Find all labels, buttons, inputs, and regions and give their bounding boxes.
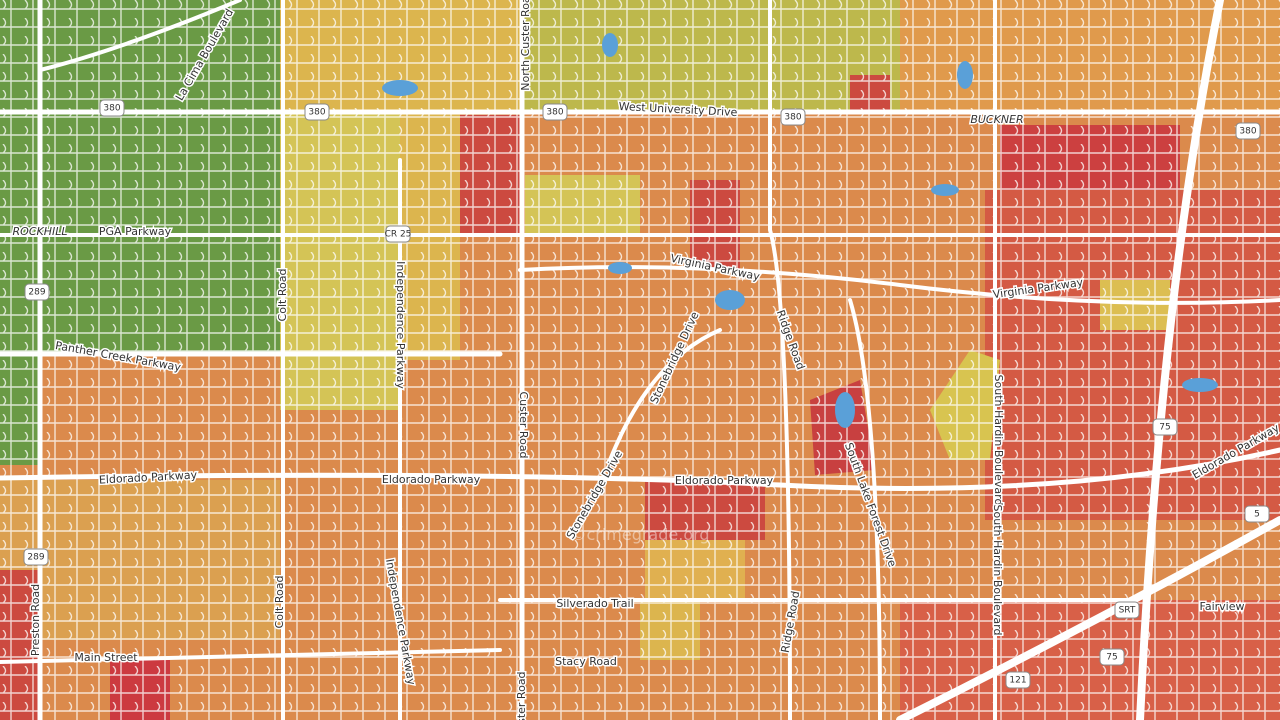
- shield-label: 380: [308, 108, 325, 118]
- road-label: Main Street: [74, 651, 138, 664]
- road-label: Eldorado Parkway: [382, 473, 481, 486]
- road-label: BUCKNER: [970, 113, 1023, 126]
- road-label: Custer Road: [517, 391, 530, 458]
- watermark: ©crimegrade.org: [570, 525, 709, 544]
- shield-label: 75: [1159, 423, 1170, 433]
- place-label: Fairview: [1200, 600, 1245, 613]
- road-label: Silverado Trail: [556, 597, 633, 610]
- shield-label: CR 25: [385, 230, 412, 240]
- shield-bg: [99, 99, 125, 117]
- water: [382, 33, 1218, 428]
- route-shield: SRT: [1114, 601, 1140, 619]
- road-label: Stacy Road: [555, 655, 617, 668]
- route-shield: 380: [542, 103, 568, 121]
- road-label: North Custer Road: [519, 0, 532, 91]
- shield-bg: [24, 283, 50, 301]
- shield-label: 5: [1254, 510, 1260, 520]
- route-shield: 380: [1235, 122, 1261, 140]
- shield-label: 380: [103, 104, 120, 114]
- shield-bg: [23, 548, 49, 566]
- shield-label: 380: [1239, 127, 1256, 137]
- road-label: PGA Parkway: [99, 225, 172, 238]
- road-label: ROCKHILL: [13, 225, 68, 238]
- shield-bg: [780, 108, 806, 126]
- route-shield: 289: [24, 283, 50, 301]
- shield-label: 289: [28, 288, 45, 298]
- route-shield: CR 25: [385, 225, 412, 243]
- route-shield: 380: [780, 108, 806, 126]
- shield-label: 380: [784, 113, 801, 123]
- shield-bg: [1114, 601, 1140, 619]
- shield-bg: [542, 103, 568, 121]
- road-label: South Hardin Boulevard: [991, 505, 1004, 636]
- route-shield: 75: [1099, 648, 1125, 666]
- road-label: Eldorado Parkway: [675, 474, 774, 487]
- road-label: Custer Road: [515, 671, 528, 720]
- road-label: Colt Road: [276, 269, 289, 322]
- road-label: Colt Road: [273, 576, 286, 629]
- shield-label: 121: [1009, 676, 1026, 686]
- road-label: Preston Road: [29, 584, 42, 656]
- shield-label: 75: [1106, 653, 1117, 663]
- road-label: Independence Parkway: [394, 261, 407, 389]
- shield-bg: [1005, 671, 1031, 689]
- road-label: South Hardin Boulevard: [992, 375, 1005, 506]
- shield-label: 380: [546, 108, 563, 118]
- shield-bg: [1235, 122, 1261, 140]
- route-shield: 75: [1152, 418, 1178, 436]
- shield-label: SRT: [1119, 606, 1136, 616]
- route-shield: 5: [1244, 505, 1270, 523]
- shield-bg: [1152, 418, 1178, 436]
- route-shield: 380: [304, 103, 330, 121]
- shield-bg: [1244, 505, 1270, 523]
- route-shield: 289: [23, 548, 49, 566]
- shield-bg: [385, 225, 411, 243]
- route-shield: 380: [99, 99, 125, 117]
- shield-label: 289: [27, 553, 44, 563]
- route-shield: 121: [1005, 671, 1031, 689]
- shield-bg: [304, 103, 330, 121]
- shield-bg: [1099, 648, 1125, 666]
